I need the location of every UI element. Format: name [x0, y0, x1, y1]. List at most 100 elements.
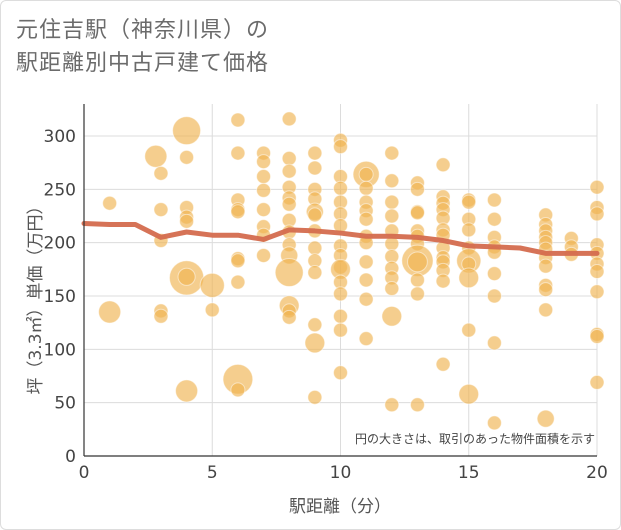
data-point: [358, 180, 374, 196]
data-point: [230, 204, 246, 220]
data-point: [435, 273, 451, 289]
data-point: [333, 308, 348, 324]
data-point: [461, 322, 477, 338]
data-point: [256, 154, 272, 170]
data-point: [358, 166, 374, 182]
data-point: [384, 397, 400, 413]
x-tick-label: 15: [458, 463, 480, 483]
data-point: [381, 305, 403, 327]
data-point: [409, 205, 425, 221]
data-point: [589, 263, 605, 279]
data-point: [486, 415, 502, 431]
data-point: [333, 286, 348, 302]
data-point: [179, 149, 195, 165]
data-point: [307, 317, 323, 333]
data-point: [307, 207, 323, 223]
data-point: [461, 222, 477, 238]
y-tick-label: 300: [44, 127, 76, 147]
data-point: [304, 332, 326, 354]
data-point: [281, 111, 297, 127]
data-point: [486, 288, 502, 304]
data-point: [172, 116, 202, 146]
data-point: [230, 112, 246, 128]
data-point: [384, 173, 400, 189]
data-point: [230, 145, 246, 161]
data-point: [307, 240, 323, 256]
data-point: [230, 382, 246, 398]
chart-title-line1: 元住吉駅（神奈川県）の: [16, 18, 270, 43]
x-axis-label: 駅距離（分）: [289, 497, 391, 517]
data-point: [538, 282, 554, 298]
y-tick-label: 250: [44, 180, 76, 200]
data-point: [333, 139, 348, 155]
data-point: [144, 144, 168, 168]
data-point: [358, 291, 374, 307]
size-annotation: 円の大きさは、取引のあった物件面積を示す: [355, 431, 595, 446]
data-point: [153, 165, 169, 181]
data-point: [333, 365, 348, 381]
data-point: [409, 181, 425, 197]
data-point: [435, 157, 451, 173]
x-tick-label: 0: [79, 463, 90, 483]
y-tick-label: 0: [65, 447, 76, 467]
y-tick-label: 150: [44, 287, 76, 307]
data-point: [358, 272, 374, 288]
data-point: [179, 213, 195, 229]
data-point: [358, 254, 374, 270]
data-point: [409, 272, 425, 288]
data-point: [153, 202, 169, 218]
data-point: [486, 211, 502, 227]
data-point: [358, 331, 374, 347]
data-point: [589, 329, 605, 345]
data-point: [435, 356, 451, 372]
data-point: [589, 374, 605, 390]
data-point: [281, 196, 297, 212]
data-point: [153, 308, 169, 324]
data-point: [407, 251, 428, 273]
data-point: [461, 194, 477, 210]
data-point: [256, 169, 272, 185]
x-tick-label: 20: [586, 463, 608, 483]
y-tick-label: 100: [44, 340, 76, 360]
data-point: [307, 265, 323, 281]
x-tick-label: 10: [330, 463, 352, 483]
axes: 0 50 100 150 200 250 300 0 5 10 15 20: [44, 104, 608, 483]
chart-title: 元住吉駅（神奈川県）の 駅距離別中古戸建て価格: [16, 14, 269, 80]
data-point: [307, 389, 323, 405]
data-point: [199, 272, 225, 298]
data-point: [358, 211, 374, 227]
y-axis-label: 坪（3.3㎡）単価（万円）: [26, 197, 46, 394]
chart-title-line2: 駅距離別中古戸建て価格: [16, 51, 270, 76]
data-point: [175, 379, 199, 403]
data-point: [333, 322, 348, 338]
trend-line: [81, 220, 600, 256]
data-point: [538, 302, 554, 318]
data-point: [333, 180, 348, 196]
data-point: [256, 182, 272, 198]
data-point: [458, 383, 480, 405]
data-point: [98, 300, 122, 324]
data-point: [409, 397, 425, 413]
x-tick-label: 5: [207, 463, 218, 483]
data-point: [384, 208, 400, 224]
data-point: [409, 286, 425, 302]
data-point: [589, 284, 605, 300]
data-point: [274, 258, 304, 288]
y-tick-label: 50: [54, 394, 76, 414]
data-point: [204, 302, 220, 318]
data-point: [384, 281, 400, 297]
data-point: [458, 267, 480, 289]
data-point: [102, 195, 118, 211]
data-point: [230, 253, 246, 269]
data-point: [486, 266, 502, 282]
data-point: [307, 145, 323, 161]
data-point: [486, 192, 502, 208]
data-point: [536, 409, 555, 428]
y-tick-label: 200: [44, 234, 76, 254]
data-point: [589, 179, 605, 195]
data-point: [281, 150, 297, 166]
data-point: [281, 163, 297, 179]
data-point: [384, 145, 400, 161]
data-point: [230, 274, 246, 290]
